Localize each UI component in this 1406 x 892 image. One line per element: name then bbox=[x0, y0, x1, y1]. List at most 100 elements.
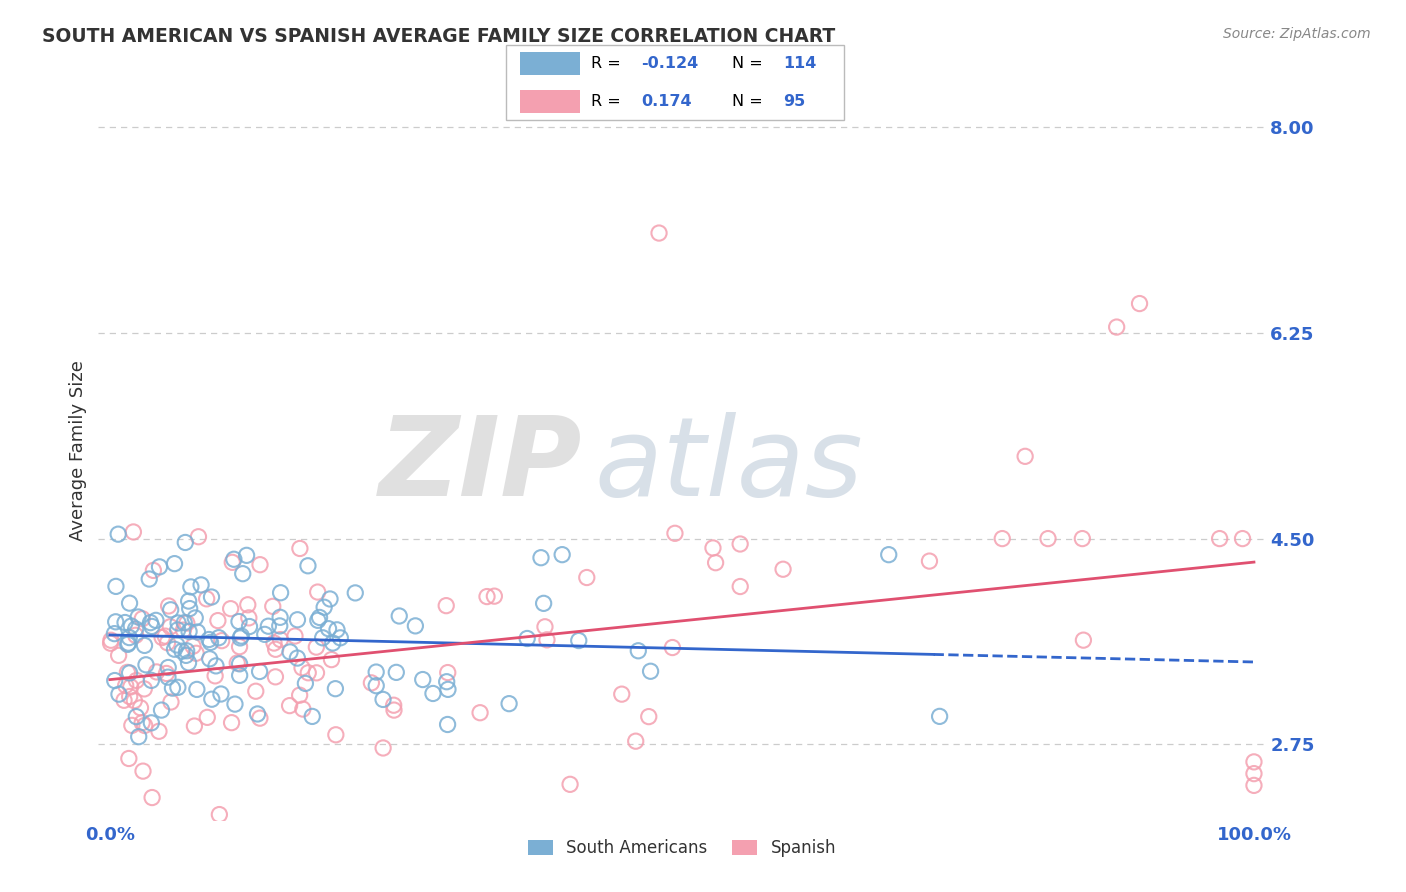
Point bbox=[211, 633, 233, 648]
Y-axis label: Average Family Size: Average Family Size bbox=[69, 360, 87, 541]
Point bbox=[287, 651, 309, 665]
Point bbox=[174, 648, 197, 663]
Point bbox=[148, 559, 170, 574]
Point bbox=[637, 709, 659, 723]
Point bbox=[104, 615, 127, 629]
Point bbox=[184, 646, 207, 660]
Point bbox=[207, 614, 229, 628]
Text: 114: 114 bbox=[783, 56, 817, 71]
Point bbox=[436, 665, 458, 680]
Point bbox=[155, 629, 177, 643]
Point bbox=[305, 640, 328, 654]
Point bbox=[772, 562, 794, 576]
Point bbox=[100, 636, 122, 650]
Text: R =: R = bbox=[591, 94, 620, 109]
Point bbox=[382, 698, 405, 713]
Point bbox=[314, 600, 336, 615]
Point bbox=[134, 681, 156, 696]
Point bbox=[278, 645, 301, 659]
Point bbox=[138, 572, 160, 586]
Point bbox=[245, 684, 267, 698]
Point bbox=[702, 541, 724, 555]
FancyBboxPatch shape bbox=[506, 45, 844, 120]
Point bbox=[262, 599, 284, 614]
Point bbox=[640, 665, 662, 679]
Point bbox=[301, 709, 323, 723]
Point bbox=[249, 665, 271, 679]
Point bbox=[134, 639, 156, 653]
Point bbox=[264, 670, 287, 684]
Point bbox=[190, 578, 212, 592]
Point bbox=[264, 642, 287, 657]
Point bbox=[928, 709, 950, 723]
Point bbox=[344, 586, 367, 600]
Point bbox=[172, 623, 194, 637]
Point bbox=[305, 665, 328, 680]
Point bbox=[1243, 766, 1265, 780]
Point bbox=[533, 596, 555, 610]
Point bbox=[257, 619, 280, 633]
Point bbox=[208, 807, 231, 822]
Point bbox=[307, 585, 329, 599]
Point bbox=[249, 558, 271, 572]
Point bbox=[311, 631, 333, 645]
Point bbox=[150, 631, 173, 645]
Point bbox=[118, 596, 141, 610]
Point bbox=[1232, 532, 1254, 546]
Point bbox=[1105, 320, 1128, 334]
Point bbox=[170, 644, 193, 658]
Point bbox=[176, 644, 198, 658]
Point bbox=[1243, 778, 1265, 792]
Point bbox=[112, 693, 135, 707]
Point bbox=[156, 670, 179, 684]
Point bbox=[176, 615, 198, 630]
Point bbox=[124, 622, 146, 636]
Point bbox=[627, 644, 650, 658]
Point bbox=[366, 679, 388, 693]
Point bbox=[124, 693, 146, 707]
Point bbox=[148, 724, 170, 739]
Point bbox=[177, 656, 200, 670]
Point bbox=[118, 631, 141, 645]
Point bbox=[388, 609, 411, 624]
Point bbox=[610, 687, 633, 701]
Point bbox=[371, 741, 394, 756]
Point bbox=[200, 590, 222, 604]
Point bbox=[141, 673, 163, 688]
Point bbox=[287, 613, 309, 627]
Point bbox=[558, 777, 581, 791]
Point bbox=[104, 579, 127, 593]
Point bbox=[516, 632, 538, 646]
Point bbox=[228, 657, 250, 671]
Point bbox=[117, 665, 139, 680]
Point bbox=[183, 719, 205, 733]
Point bbox=[118, 665, 141, 680]
Point bbox=[100, 633, 122, 648]
Point bbox=[177, 594, 200, 608]
Point bbox=[229, 631, 252, 645]
Point bbox=[150, 703, 173, 717]
Point bbox=[219, 601, 242, 615]
Point bbox=[371, 692, 394, 706]
Legend: South Americans, Spanish: South Americans, Spanish bbox=[522, 833, 842, 864]
Point bbox=[173, 615, 195, 630]
Point bbox=[174, 535, 197, 549]
Point bbox=[155, 666, 177, 681]
Point bbox=[661, 640, 683, 655]
Text: -0.124: -0.124 bbox=[641, 56, 699, 71]
Point bbox=[325, 681, 347, 696]
Point bbox=[530, 550, 553, 565]
Point bbox=[159, 620, 181, 634]
Point bbox=[145, 613, 167, 627]
Point bbox=[139, 615, 162, 630]
Point bbox=[195, 710, 218, 724]
Point bbox=[325, 728, 347, 742]
Point bbox=[1128, 296, 1150, 310]
Point bbox=[877, 548, 900, 562]
Point bbox=[263, 636, 285, 650]
Point bbox=[534, 620, 557, 634]
Point bbox=[536, 632, 558, 647]
Point bbox=[307, 613, 329, 627]
Point bbox=[484, 589, 506, 603]
Point bbox=[728, 537, 751, 551]
